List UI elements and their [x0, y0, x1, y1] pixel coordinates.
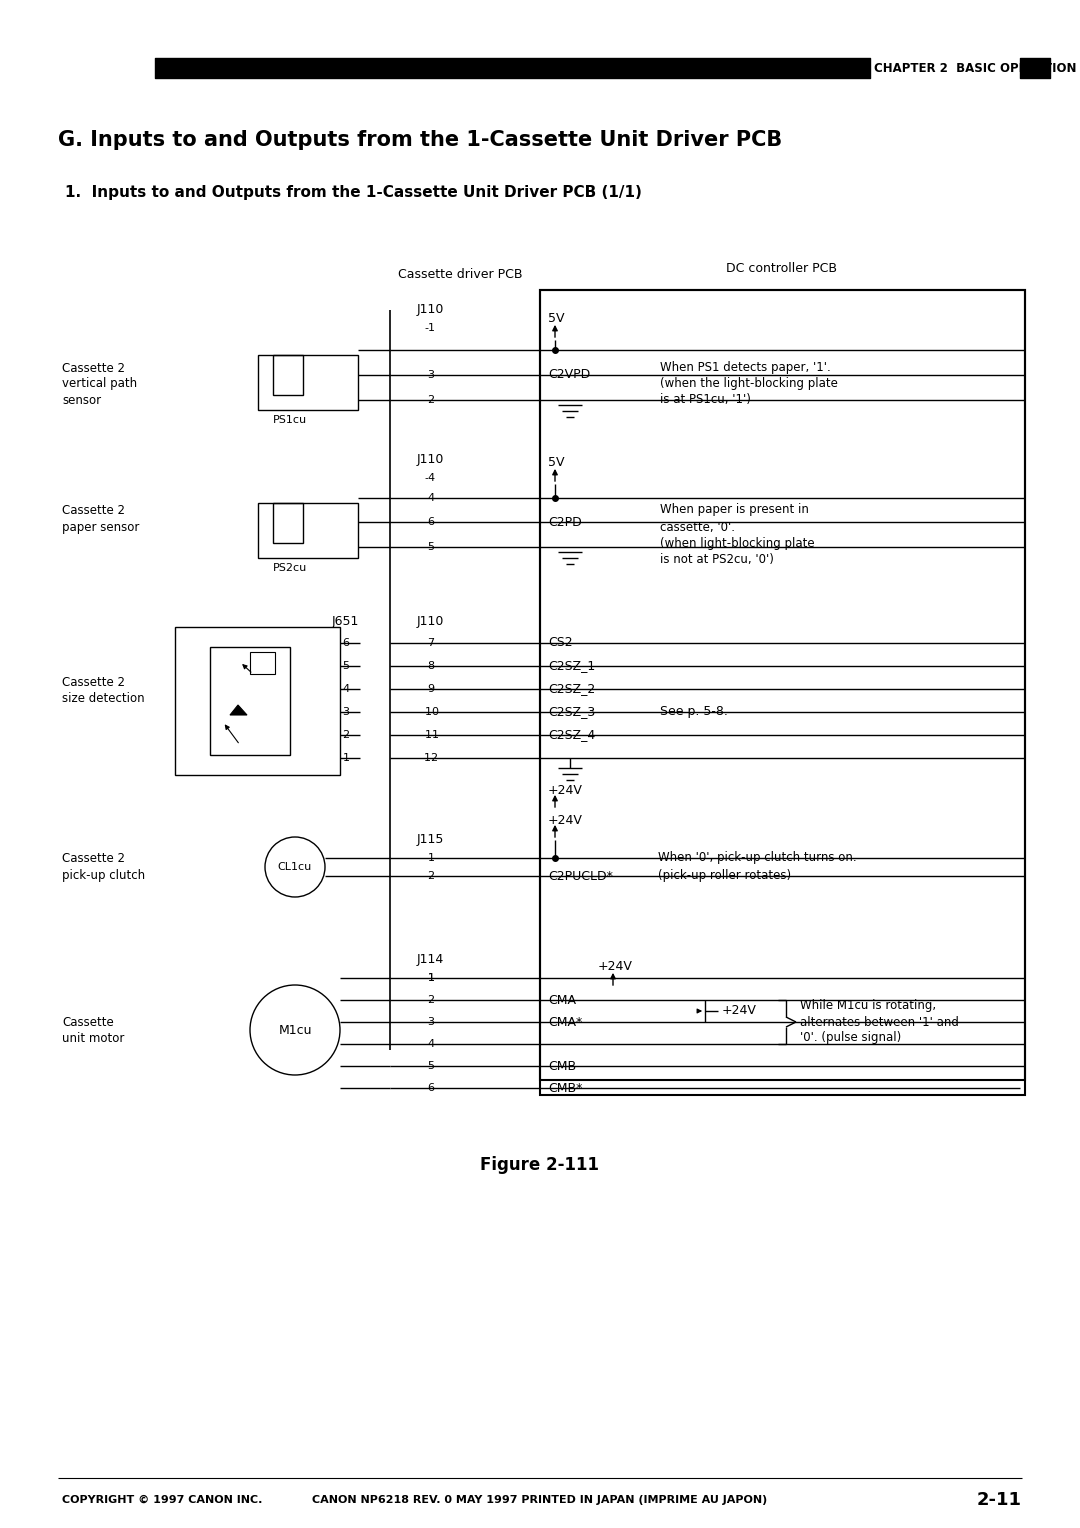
Text: -1: -1 — [424, 973, 435, 983]
Text: J114: J114 — [417, 953, 444, 967]
Text: C2SZ_2: C2SZ_2 — [548, 683, 595, 695]
Text: unit motor: unit motor — [62, 1031, 124, 1045]
Text: -1: -1 — [424, 322, 435, 333]
Text: cassette, '0'.: cassette, '0'. — [660, 521, 735, 533]
Text: +24V: +24V — [723, 1004, 757, 1018]
Text: CMA: CMA — [548, 993, 576, 1007]
Bar — [210, 646, 291, 755]
Text: is at PS1cu, '1'): is at PS1cu, '1') — [660, 394, 751, 406]
Text: -1: -1 — [424, 853, 435, 863]
Text: -3: -3 — [424, 370, 435, 380]
Text: CMA*: CMA* — [548, 1016, 582, 1028]
Text: PS1cu: PS1cu — [273, 416, 307, 425]
Text: -8: -8 — [424, 662, 435, 671]
Text: -2: -2 — [339, 730, 351, 740]
Text: alternates between '1' and: alternates between '1' and — [800, 1016, 959, 1028]
Text: C2SZ_3: C2SZ_3 — [548, 706, 595, 718]
Bar — [540, 290, 1025, 1096]
Text: CHAPTER 2  BASIC OPERATION: CHAPTER 2 BASIC OPERATION — [874, 61, 1077, 75]
Text: Cassette 2: Cassette 2 — [62, 362, 125, 374]
Text: Cassette 2: Cassette 2 — [62, 675, 125, 689]
Text: -6: -6 — [339, 639, 351, 648]
Text: is not at PS2cu, '0'): is not at PS2cu, '0') — [660, 553, 774, 565]
Text: PS2cu: PS2cu — [273, 562, 307, 573]
Text: C2PD: C2PD — [548, 515, 582, 529]
Text: -11: -11 — [421, 730, 438, 740]
Text: +24V: +24V — [548, 784, 583, 796]
Text: J110: J110 — [416, 616, 444, 628]
Text: CMB*: CMB* — [548, 1082, 582, 1094]
Text: COPYRIGHT © 1997 CANON INC.: COPYRIGHT © 1997 CANON INC. — [62, 1494, 262, 1505]
Bar — [249, 652, 275, 674]
Text: CANON NP6218 REV. 0 MAY 1997 PRINTED IN JAPAN (IMPRIME AU JAPON): CANON NP6218 REV. 0 MAY 1997 PRINTED IN … — [312, 1494, 768, 1505]
Text: -3: -3 — [339, 707, 351, 717]
Text: -6: -6 — [424, 1083, 435, 1093]
Text: -9: -9 — [424, 685, 435, 694]
Text: -4: -4 — [424, 1039, 435, 1050]
Text: paper sensor: paper sensor — [62, 521, 139, 533]
Text: 2-11: 2-11 — [977, 1491, 1022, 1510]
Text: J110: J110 — [416, 304, 444, 316]
Text: When paper is present in: When paper is present in — [660, 504, 809, 516]
Bar — [175, 626, 340, 775]
Text: -1: -1 — [424, 973, 435, 983]
Text: pick-up clutch: pick-up clutch — [62, 869, 145, 883]
Text: (when the light-blocking plate: (when the light-blocking plate — [660, 377, 838, 391]
Bar — [258, 354, 357, 410]
Text: '0'. (pulse signal): '0'. (pulse signal) — [800, 1031, 901, 1045]
Text: -1: -1 — [339, 753, 351, 762]
Text: Cassette: Cassette — [62, 1016, 113, 1028]
Text: -5: -5 — [424, 1060, 435, 1071]
Bar — [273, 354, 303, 396]
Text: 5V: 5V — [548, 455, 565, 469]
Text: CMB: CMB — [548, 1059, 576, 1073]
Text: When '0', pick-up clutch turns on.: When '0', pick-up clutch turns on. — [658, 851, 856, 865]
Text: J115: J115 — [416, 833, 444, 847]
Text: -7: -7 — [424, 639, 435, 648]
Text: sensor: sensor — [62, 394, 102, 406]
Text: -2: -2 — [424, 871, 435, 882]
Text: -4: -4 — [424, 474, 435, 483]
Text: While M1cu is rotating,: While M1cu is rotating, — [800, 998, 936, 1012]
Text: -5: -5 — [339, 662, 351, 671]
Text: -6: -6 — [424, 516, 435, 527]
Text: -4: -4 — [424, 494, 435, 503]
Text: size detection: size detection — [62, 692, 145, 704]
Text: vertical path: vertical path — [62, 377, 137, 391]
Text: J651: J651 — [332, 616, 359, 628]
Text: -12: -12 — [421, 753, 440, 762]
Text: -10: -10 — [421, 707, 438, 717]
Bar — [258, 503, 357, 558]
Text: -4: -4 — [339, 685, 351, 694]
Text: 5V: 5V — [548, 312, 565, 324]
Polygon shape — [230, 704, 247, 715]
Text: +24V: +24V — [548, 813, 583, 827]
Text: 1.  Inputs to and Outputs from the 1-Cassette Unit Driver PCB (1/1): 1. Inputs to and Outputs from the 1-Cass… — [65, 185, 642, 200]
Bar — [273, 503, 303, 542]
Text: (when light-blocking plate: (when light-blocking plate — [660, 536, 814, 550]
Text: (pick-up roller rotates): (pick-up roller rotates) — [658, 869, 792, 883]
Text: CL1cu: CL1cu — [278, 862, 312, 872]
Text: Cassette 2: Cassette 2 — [62, 851, 125, 865]
Text: -2: -2 — [424, 995, 435, 1005]
Text: When PS1 detects paper, '1'.: When PS1 detects paper, '1'. — [660, 362, 831, 374]
Text: Figure 2-111: Figure 2-111 — [481, 1157, 599, 1174]
Text: -2: -2 — [424, 396, 435, 405]
Text: +24V: +24V — [598, 960, 633, 972]
Text: -5: -5 — [424, 542, 435, 552]
Text: Cassette driver PCB: Cassette driver PCB — [397, 269, 523, 281]
Text: CS2: CS2 — [548, 637, 572, 649]
Text: C2PUCLD*: C2PUCLD* — [548, 869, 612, 883]
Bar — [540, 290, 1025, 1080]
Text: J110: J110 — [416, 454, 444, 466]
Text: M1cu: M1cu — [279, 1024, 312, 1036]
Text: -3: -3 — [424, 1018, 435, 1027]
Text: DC controller PCB: DC controller PCB — [727, 261, 837, 275]
Text: Cassette 2: Cassette 2 — [62, 504, 125, 516]
Text: C2SZ_1: C2SZ_1 — [548, 660, 595, 672]
Text: See p. 5-8.: See p. 5-8. — [660, 706, 728, 718]
Text: C2SZ_4: C2SZ_4 — [548, 729, 595, 741]
Text: C2VPD: C2VPD — [548, 368, 591, 382]
Text: G. Inputs to and Outputs from the 1-Cassette Unit Driver PCB: G. Inputs to and Outputs from the 1-Cass… — [58, 130, 782, 150]
